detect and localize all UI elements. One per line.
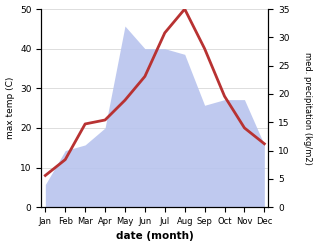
Y-axis label: med. precipitation (kg/m2): med. precipitation (kg/m2)	[303, 52, 313, 165]
Y-axis label: max temp (C): max temp (C)	[5, 77, 15, 139]
X-axis label: date (month): date (month)	[116, 231, 194, 242]
